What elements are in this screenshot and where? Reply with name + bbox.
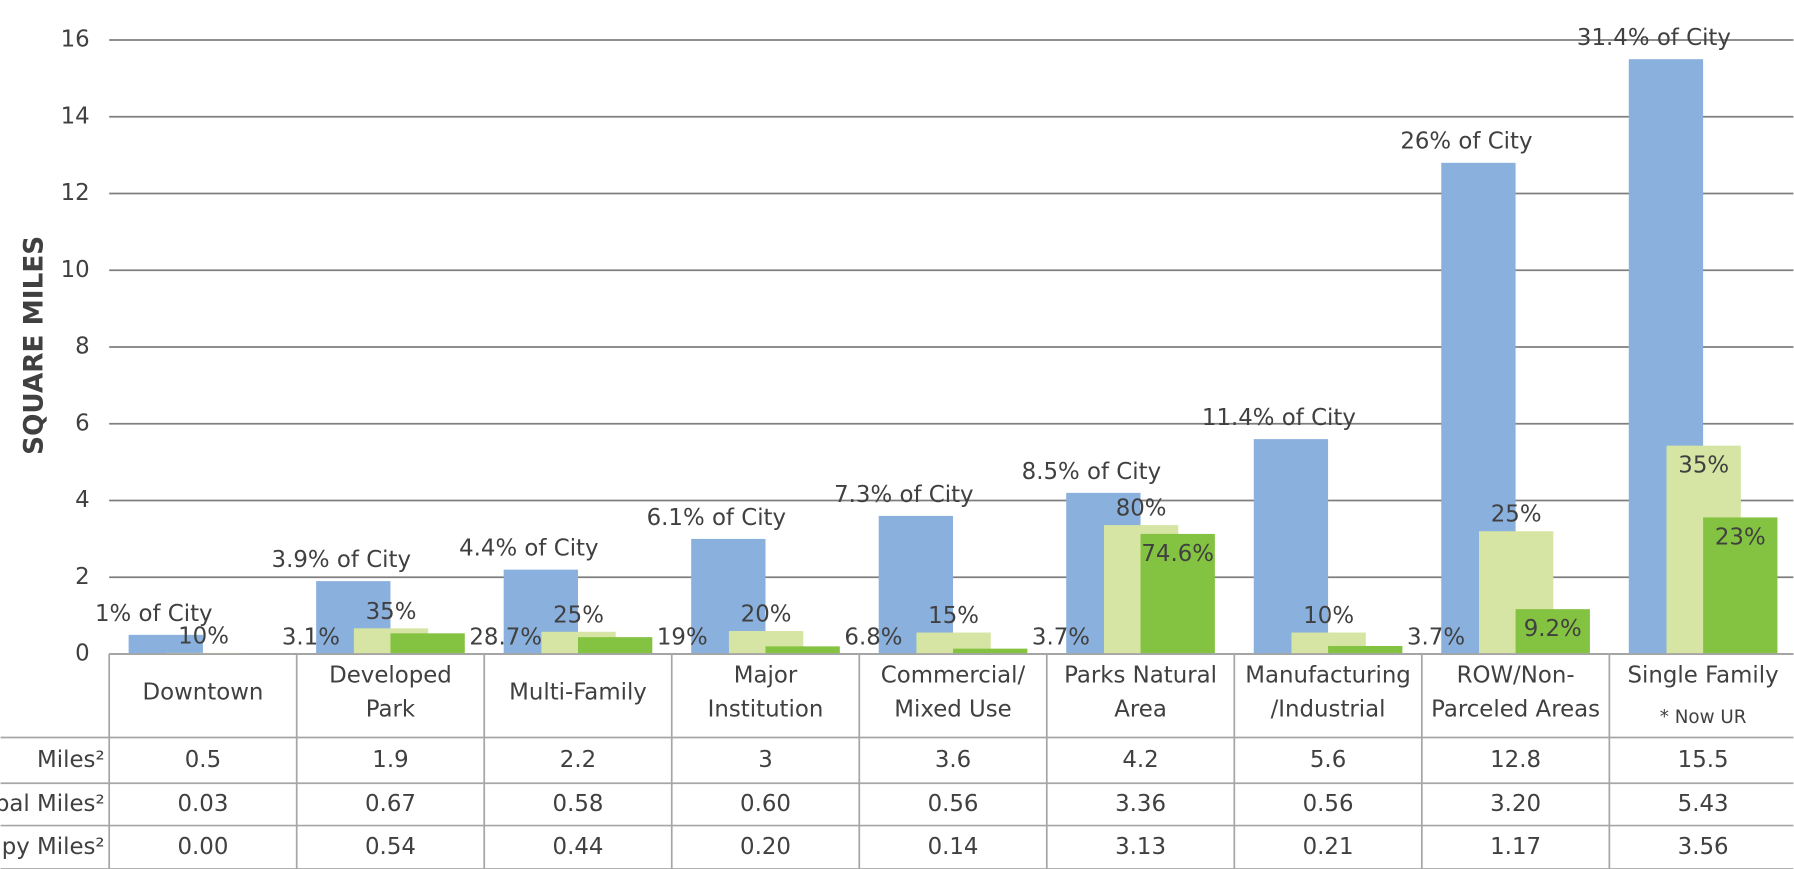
category-label: Parceled Areas bbox=[1431, 697, 1600, 723]
data-label: 3.7% bbox=[1032, 625, 1090, 651]
table-cell: 0.56 bbox=[928, 791, 979, 817]
bar bbox=[128, 634, 203, 655]
y-tick-label: 2 bbox=[75, 564, 90, 590]
category-label: Manufacturing bbox=[1245, 662, 1411, 688]
y-tick-label: 4 bbox=[75, 487, 90, 513]
data-label: 11.4% of City bbox=[1202, 405, 1356, 431]
category-label: Commercial/ bbox=[881, 662, 1026, 688]
category-label: Downtown bbox=[142, 679, 263, 705]
table-cell: 3.20 bbox=[1490, 791, 1541, 817]
category-label: Developed bbox=[329, 662, 452, 688]
data-label: 3.7% bbox=[1407, 625, 1465, 651]
data-label: 25% bbox=[1491, 502, 1542, 528]
data-label: 28.7% bbox=[469, 625, 542, 651]
legend-label: bal Miles² bbox=[0, 791, 105, 817]
data-label: 9.2% bbox=[1524, 616, 1582, 642]
legend-label: Miles² bbox=[37, 747, 105, 773]
y-tick-label: 14 bbox=[61, 103, 90, 129]
category-label: ROW/Non- bbox=[1457, 662, 1575, 688]
table-cell: 0.54 bbox=[365, 834, 416, 860]
data-label: 26% of City bbox=[1400, 129, 1532, 155]
table-cell: 12.8 bbox=[1490, 747, 1541, 773]
table-cell: 0.03 bbox=[177, 791, 228, 817]
bar bbox=[1140, 533, 1215, 655]
y-tick-label: 6 bbox=[75, 410, 90, 436]
data-label: 3.9% of City bbox=[272, 547, 411, 573]
bar bbox=[1515, 609, 1590, 655]
data-label: 10% bbox=[1303, 603, 1354, 629]
bar bbox=[1328, 645, 1403, 655]
data-label: 35% bbox=[1678, 453, 1729, 479]
category-label: Major bbox=[734, 662, 798, 688]
y-tick-label: 10 bbox=[61, 257, 90, 283]
y-axis-label: SQUARE MILES bbox=[19, 236, 49, 455]
bar bbox=[765, 646, 840, 655]
legend-label: py Miles² bbox=[2, 834, 105, 860]
data-label: 35% bbox=[366, 599, 417, 625]
table-cell: 1.17 bbox=[1490, 834, 1541, 860]
bar bbox=[878, 515, 954, 655]
data-label: 8.5% of City bbox=[1022, 459, 1161, 485]
data-label: 1% of City bbox=[95, 601, 213, 627]
table-cell: 3.36 bbox=[1115, 791, 1166, 817]
table-cell: 2.2 bbox=[560, 747, 596, 773]
data-label: 20% bbox=[741, 602, 792, 628]
category-label: Mixed Use bbox=[894, 697, 1011, 723]
category-label: Parks Natural bbox=[1064, 662, 1217, 688]
table-cell: 0.44 bbox=[553, 834, 604, 860]
data-label: 6.8% bbox=[844, 625, 902, 651]
data-label: 74.6% bbox=[1141, 541, 1214, 567]
bar bbox=[1253, 439, 1329, 655]
table-cell: 0.67 bbox=[365, 791, 416, 817]
data-label: 19% bbox=[657, 625, 708, 651]
category-label: * Now UR bbox=[1660, 707, 1747, 728]
table-cell: 3.13 bbox=[1115, 834, 1166, 860]
table-cell: 3 bbox=[758, 747, 773, 773]
table-cell: 1.9 bbox=[372, 747, 408, 773]
table-cell: 3.6 bbox=[935, 747, 971, 773]
category-label: Single Family bbox=[1628, 662, 1779, 688]
table-cell: 0.14 bbox=[928, 834, 979, 860]
bar bbox=[577, 637, 653, 655]
table-cell: 0.60 bbox=[740, 791, 791, 817]
bar bbox=[1703, 517, 1778, 655]
y-tick-label: 16 bbox=[61, 27, 90, 53]
table-cell: 0.00 bbox=[177, 834, 228, 860]
data-label: 10% bbox=[178, 623, 229, 649]
table-cell: 5.6 bbox=[1310, 747, 1346, 773]
data-label: 31.4% of City bbox=[1577, 25, 1731, 51]
table-cell: 0.5 bbox=[185, 747, 221, 773]
y-tick-label: 12 bbox=[61, 180, 90, 206]
table-cell: 5.43 bbox=[1678, 791, 1729, 817]
category-label: Multi-Family bbox=[509, 679, 647, 705]
data-label: 80% bbox=[1116, 496, 1167, 522]
table-cell: 15.5 bbox=[1678, 747, 1729, 773]
table-cell: 0.58 bbox=[553, 791, 604, 817]
bar bbox=[390, 633, 465, 655]
table-cell: 0.20 bbox=[740, 834, 791, 860]
data-label: 15% bbox=[928, 603, 979, 629]
category-label: Institution bbox=[708, 697, 824, 723]
data-label: 25% bbox=[553, 602, 604, 628]
data-label: 23% bbox=[1715, 524, 1766, 550]
data-label: 7.3% of City bbox=[834, 482, 973, 508]
category-label: /Industrial bbox=[1271, 697, 1386, 723]
data-label: 6.1% of City bbox=[647, 505, 786, 531]
category-label: Park bbox=[366, 697, 416, 723]
data-label: 4.4% of City bbox=[459, 536, 598, 562]
y-tick-label: 0 bbox=[75, 641, 90, 667]
bar bbox=[953, 648, 1028, 655]
data-label: 3.1% bbox=[282, 625, 340, 651]
table-cell: 0.21 bbox=[1303, 834, 1354, 860]
table-cell: 4.2 bbox=[1122, 747, 1158, 773]
category-label: Area bbox=[1114, 697, 1167, 723]
table-cell: 0.56 bbox=[1303, 791, 1354, 817]
table-cell: 3.56 bbox=[1678, 834, 1729, 860]
y-tick-label: 8 bbox=[75, 334, 90, 360]
